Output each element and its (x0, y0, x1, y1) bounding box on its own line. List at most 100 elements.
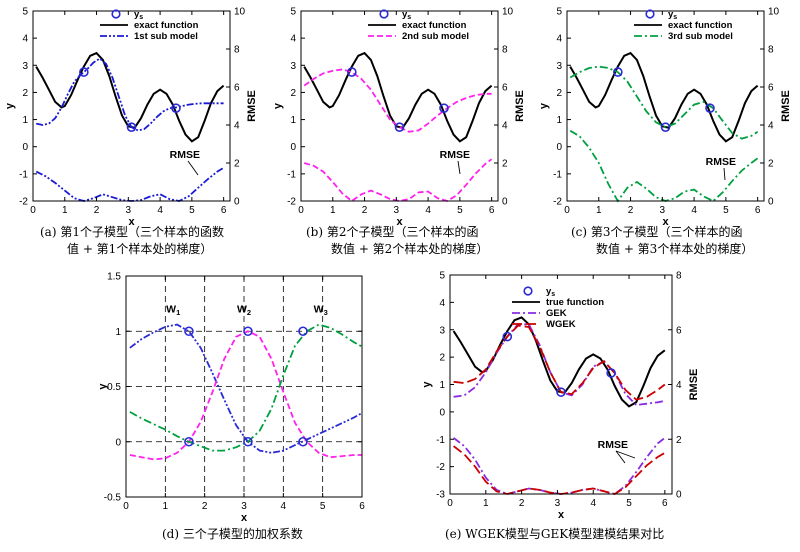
series-line-exact-function (303, 51, 493, 143)
x-tick-label: 4 (157, 205, 163, 216)
legend-label: GEK (546, 308, 567, 319)
series-line-2nd-sub-model (303, 68, 492, 133)
legend-label: exact function (134, 20, 199, 31)
y-tick-label: 0 (22, 142, 28, 153)
sample-point (556, 387, 566, 397)
rmse-pointer (723, 167, 726, 181)
y-tick-label: 3 (290, 61, 296, 72)
y-tick-label: 1 (556, 115, 562, 126)
y-tick-label: 1.5 (107, 272, 121, 283)
series-line-exact-function (569, 51, 759, 143)
y2-tick-label: 8 (234, 45, 240, 56)
sample-point (243, 326, 253, 337)
y-tick-label: 0 (115, 437, 121, 448)
caption-c-line-2: 数值 + 第3个样本处的梯度） (596, 242, 754, 256)
series-line-w2 (129, 330, 362, 461)
sample-point (347, 67, 357, 77)
y2-tick-label: 10 (502, 7, 514, 18)
weight-label: W2 (237, 303, 251, 317)
sample-point (184, 326, 194, 337)
y-tick-label: 1 (439, 380, 445, 391)
plot-frame (300, 10, 499, 202)
sample-point (184, 436, 194, 447)
legend-label: ys (402, 9, 411, 21)
y-tick-label: -1 (553, 169, 562, 180)
x-axis-label: x (662, 216, 669, 228)
x-tick-label: 5 (189, 205, 195, 216)
series-line-wgek (453, 324, 666, 401)
x-axis-label: x (241, 512, 248, 524)
legend-label: 2nd sub model (402, 31, 469, 42)
y-tick-label: -2 (553, 197, 562, 208)
sample-point (298, 326, 308, 337)
y-axis-label: y (538, 102, 550, 109)
y-tick-label: 0.5 (107, 382, 121, 393)
caption-e-line-1: (e) WGEK模型与GEK模型建模结果对比 (445, 527, 665, 541)
y-tick-label: 4 (556, 34, 562, 45)
legend-sample-marker (645, 9, 655, 19)
plot-frame (32, 10, 231, 202)
x-tick-label: 6 (489, 205, 495, 216)
rmse-annotation: RMSE (440, 149, 470, 161)
y-axis-label: y (272, 102, 284, 109)
x-tick-label: 5 (457, 205, 463, 216)
sample-point (606, 368, 616, 378)
x-axis-label: x (128, 216, 135, 228)
sample-point (613, 67, 623, 77)
y-tick-label: 0 (290, 142, 296, 153)
y-tick-label: -2 (287, 197, 296, 208)
y2-tick-label: 6 (768, 83, 774, 94)
y-tick-label: 3 (22, 61, 28, 72)
y-tick-label: -3 (436, 490, 445, 501)
caption-d-line-1: (d) 三个子模型的加权系数 (162, 527, 303, 541)
y-tick-label: 2 (556, 88, 562, 99)
weight-label: W1 (166, 303, 180, 317)
caption-b-line-1: (b) 第2个子模型（三个样本的函 (306, 225, 479, 239)
y2-tick-label: 6 (234, 83, 240, 94)
x-tick-label: 1 (62, 205, 68, 216)
y-tick-label: 0 (439, 407, 445, 418)
series-line-exact-function (35, 51, 225, 143)
x-tick-label: 4 (590, 498, 596, 509)
legend-label: exact function (668, 20, 733, 31)
series-line-w1 (129, 323, 363, 454)
sample-point (126, 122, 137, 132)
y-axis-label: y (4, 102, 16, 109)
series-line-rmse-gek- (453, 437, 666, 495)
x-tick-label: 1 (330, 205, 336, 216)
y2-tick-label: 2 (676, 435, 682, 446)
y2-tick-label: 0 (234, 197, 240, 208)
sample-point (439, 103, 449, 113)
series-line-true-function (452, 316, 666, 408)
sample-point (660, 122, 671, 132)
x-tick-label: 3 (555, 498, 561, 509)
x-tick-label: 2 (362, 205, 368, 216)
y2-tick-label: 6 (676, 325, 682, 336)
x-tick-label: 6 (359, 501, 365, 512)
caption-a-line-1: (a) 第1个子模型（三个样本的函数 (40, 225, 224, 239)
caption-b-line-2: 数值 + 第2个样本处的梯度） (331, 242, 489, 256)
sample-point (394, 122, 405, 132)
x-tick-label: 0 (30, 205, 36, 216)
x-tick-label: 6 (755, 205, 761, 216)
x-tick-label: 2 (202, 501, 208, 512)
y2-axis-label: RMSE (688, 369, 700, 401)
x-tick-label: 3 (660, 205, 666, 216)
x-tick-label: 5 (320, 501, 326, 512)
y2-tick-label: 0 (676, 490, 682, 501)
y-tick-label: 5 (22, 7, 28, 18)
y-tick-label: -1 (436, 435, 445, 446)
y2-tick-label: 10 (234, 7, 246, 18)
x-tick-label: 6 (221, 205, 227, 216)
legend-label: exact function (402, 20, 467, 31)
x-tick-label: 4 (691, 205, 697, 216)
x-tick-label: 2 (94, 205, 100, 216)
rmse-pointer (615, 450, 636, 459)
series-line-1st-sub-model (36, 57, 224, 132)
weight-label: W3 (314, 303, 328, 317)
legend-sample-marker (111, 9, 121, 19)
x-tick-label: 4 (425, 205, 431, 216)
